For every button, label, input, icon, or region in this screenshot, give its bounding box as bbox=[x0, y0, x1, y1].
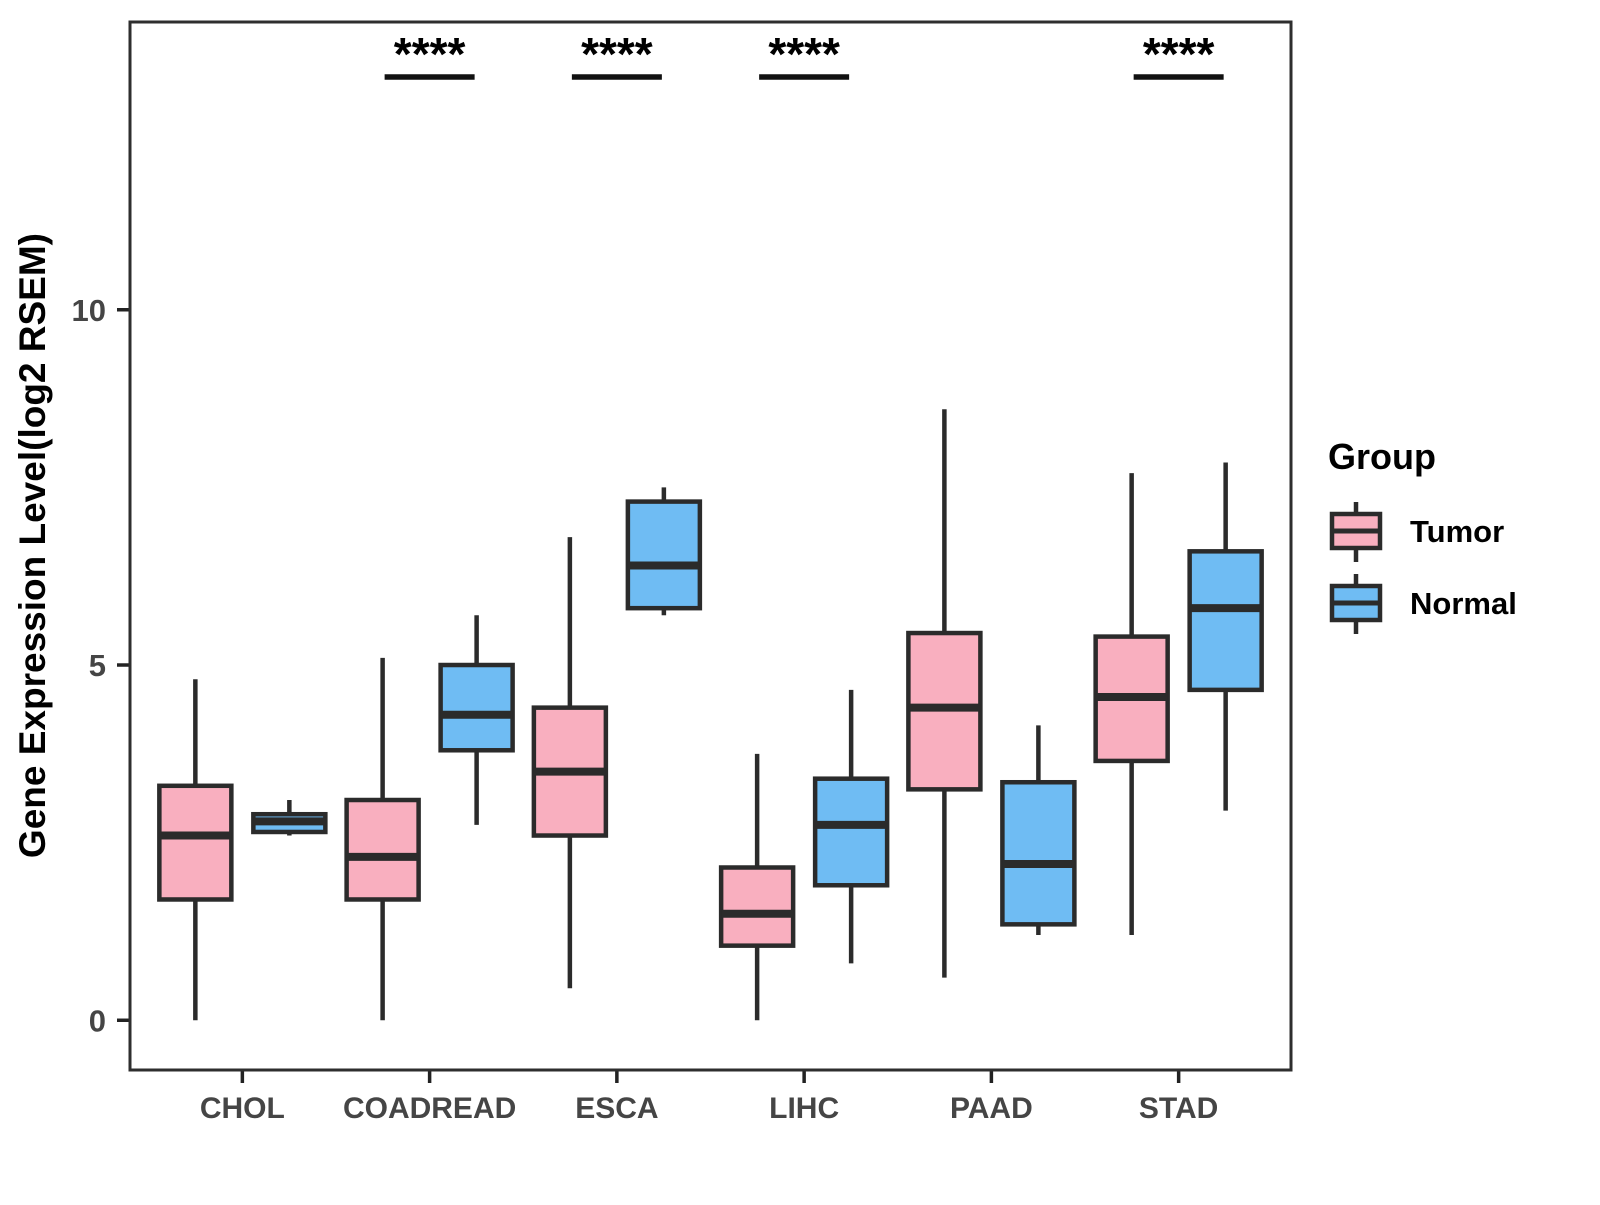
x-tick-label-chol: CHOL bbox=[200, 1092, 285, 1125]
box-tumor-coadread bbox=[344, 797, 421, 902]
y-tick-label: 10 bbox=[72, 293, 106, 328]
y-tick-label: 0 bbox=[89, 1003, 106, 1038]
significance-stars-lihc: **** bbox=[768, 28, 840, 80]
box-normal-coadread bbox=[438, 662, 515, 753]
legend-label-tumor: Tumor bbox=[1410, 514, 1505, 549]
significance-stars-coadread: **** bbox=[394, 28, 466, 80]
box-tumor-lihc bbox=[718, 865, 796, 948]
legend-title: Group bbox=[1328, 436, 1436, 477]
box-tumor-chol bbox=[157, 783, 234, 902]
y-axis-title-wrap: Gene Expression Level(log2 RSEM) bbox=[12, 22, 54, 1070]
legend-label-normal: Normal bbox=[1410, 586, 1517, 621]
x-tick-label-coadread: COADREAD bbox=[343, 1092, 516, 1125]
box-normal-lihc bbox=[812, 776, 890, 888]
box-normal-esca bbox=[625, 499, 703, 611]
legend-item-normal: Normal bbox=[1328, 572, 1517, 636]
panel-border bbox=[128, 20, 1293, 1072]
y-tick-label: 5 bbox=[89, 648, 106, 683]
box-normal-paad bbox=[1000, 779, 1077, 927]
x-tick-label-esca: ESCA bbox=[575, 1092, 658, 1125]
x-tick-label-stad: STAD bbox=[1139, 1092, 1218, 1125]
legend-item-tumor: Tumor bbox=[1328, 500, 1517, 564]
significance-stars-stad: **** bbox=[1143, 28, 1215, 80]
x-tick-label-lihc: LIHC bbox=[769, 1092, 839, 1125]
x-tick-label-paad: PAAD bbox=[950, 1092, 1033, 1125]
y-axis-title: Gene Expression Level(log2 RSEM) bbox=[12, 233, 53, 859]
legend-glyph-normal-icon bbox=[1329, 574, 1383, 634]
significance-stars-esca: **** bbox=[581, 28, 653, 80]
box-normal-stad bbox=[1187, 549, 1264, 693]
legend-glyph-tumor-icon bbox=[1329, 502, 1383, 562]
legend: Group Tumor Normal bbox=[1328, 436, 1517, 644]
